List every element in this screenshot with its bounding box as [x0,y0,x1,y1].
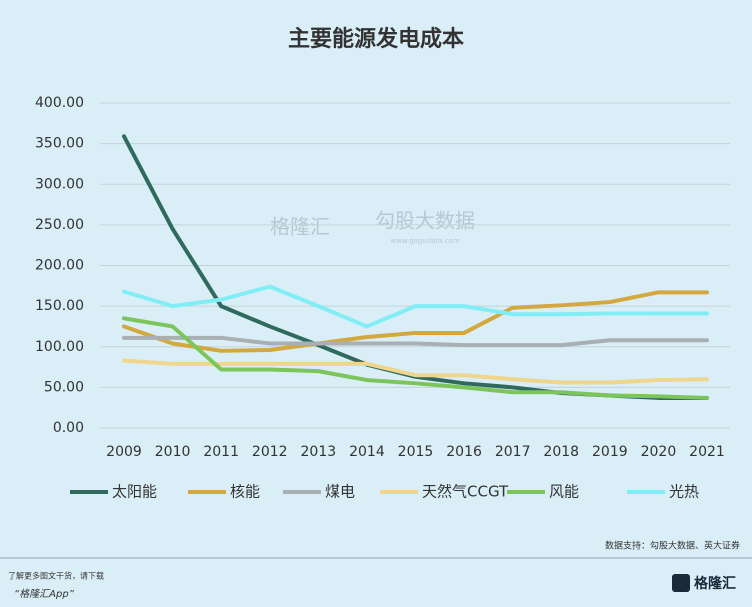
logo-icon [672,574,690,592]
y-tick-label: 250.00 [35,217,84,233]
x-tick-label: 2017 [495,444,531,460]
watermark: 格隆汇 [270,215,330,239]
series-line [122,290,709,353]
y-tick-label: 100.00 [35,339,84,355]
series-line [122,316,709,400]
legend-label: 太阳能 [112,483,157,501]
x-tick-label: 2012 [252,444,288,460]
y-tick-label: 150.00 [35,298,84,314]
x-tick-label: 2021 [689,444,725,460]
promo-text: 了解更多图文干货，请下载 [8,571,104,581]
watermark: 勾股大数据 [375,209,475,233]
y-tick-label: 200.00 [35,258,84,274]
series-line [122,335,709,348]
x-tick-label: 2011 [203,444,239,460]
chart-title: 主要能源发电成本 [288,26,464,52]
series-line [122,358,709,385]
logo-text: 格隆汇 [694,575,736,592]
x-tick-label: 2019 [592,444,628,460]
x-tick-label: 2009 [106,444,142,460]
legend-label: 煤电 [325,483,355,501]
y-tick-label: 0.00 [53,420,84,436]
legend-label: 光热 [669,483,699,501]
x-tick-label: 2018 [543,444,579,460]
y-tick-label: 50.00 [44,379,84,395]
x-tick-label: 2020 [641,444,677,460]
x-tick-label: 2015 [398,444,434,460]
legend-label: 风能 [549,483,579,501]
x-tick-label: 2010 [155,444,191,460]
y-tick-label: 300.00 [35,176,84,192]
source-note: 数据支持：勾股大数据、英大证券 [605,540,740,552]
x-tick-label: 2016 [446,444,482,460]
watermark: www.gogudata.com [390,237,459,245]
y-tick-label: 400.00 [35,95,84,111]
y-tick-label: 350.00 [35,136,84,152]
x-tick-label: 2013 [301,444,337,460]
promo-app: “格隆汇App” [14,588,75,600]
legend-label: 天然气CCGT [422,483,509,501]
legend-label: 核能 [230,483,260,501]
x-tick-label: 2014 [349,444,385,460]
series-line [122,284,709,329]
